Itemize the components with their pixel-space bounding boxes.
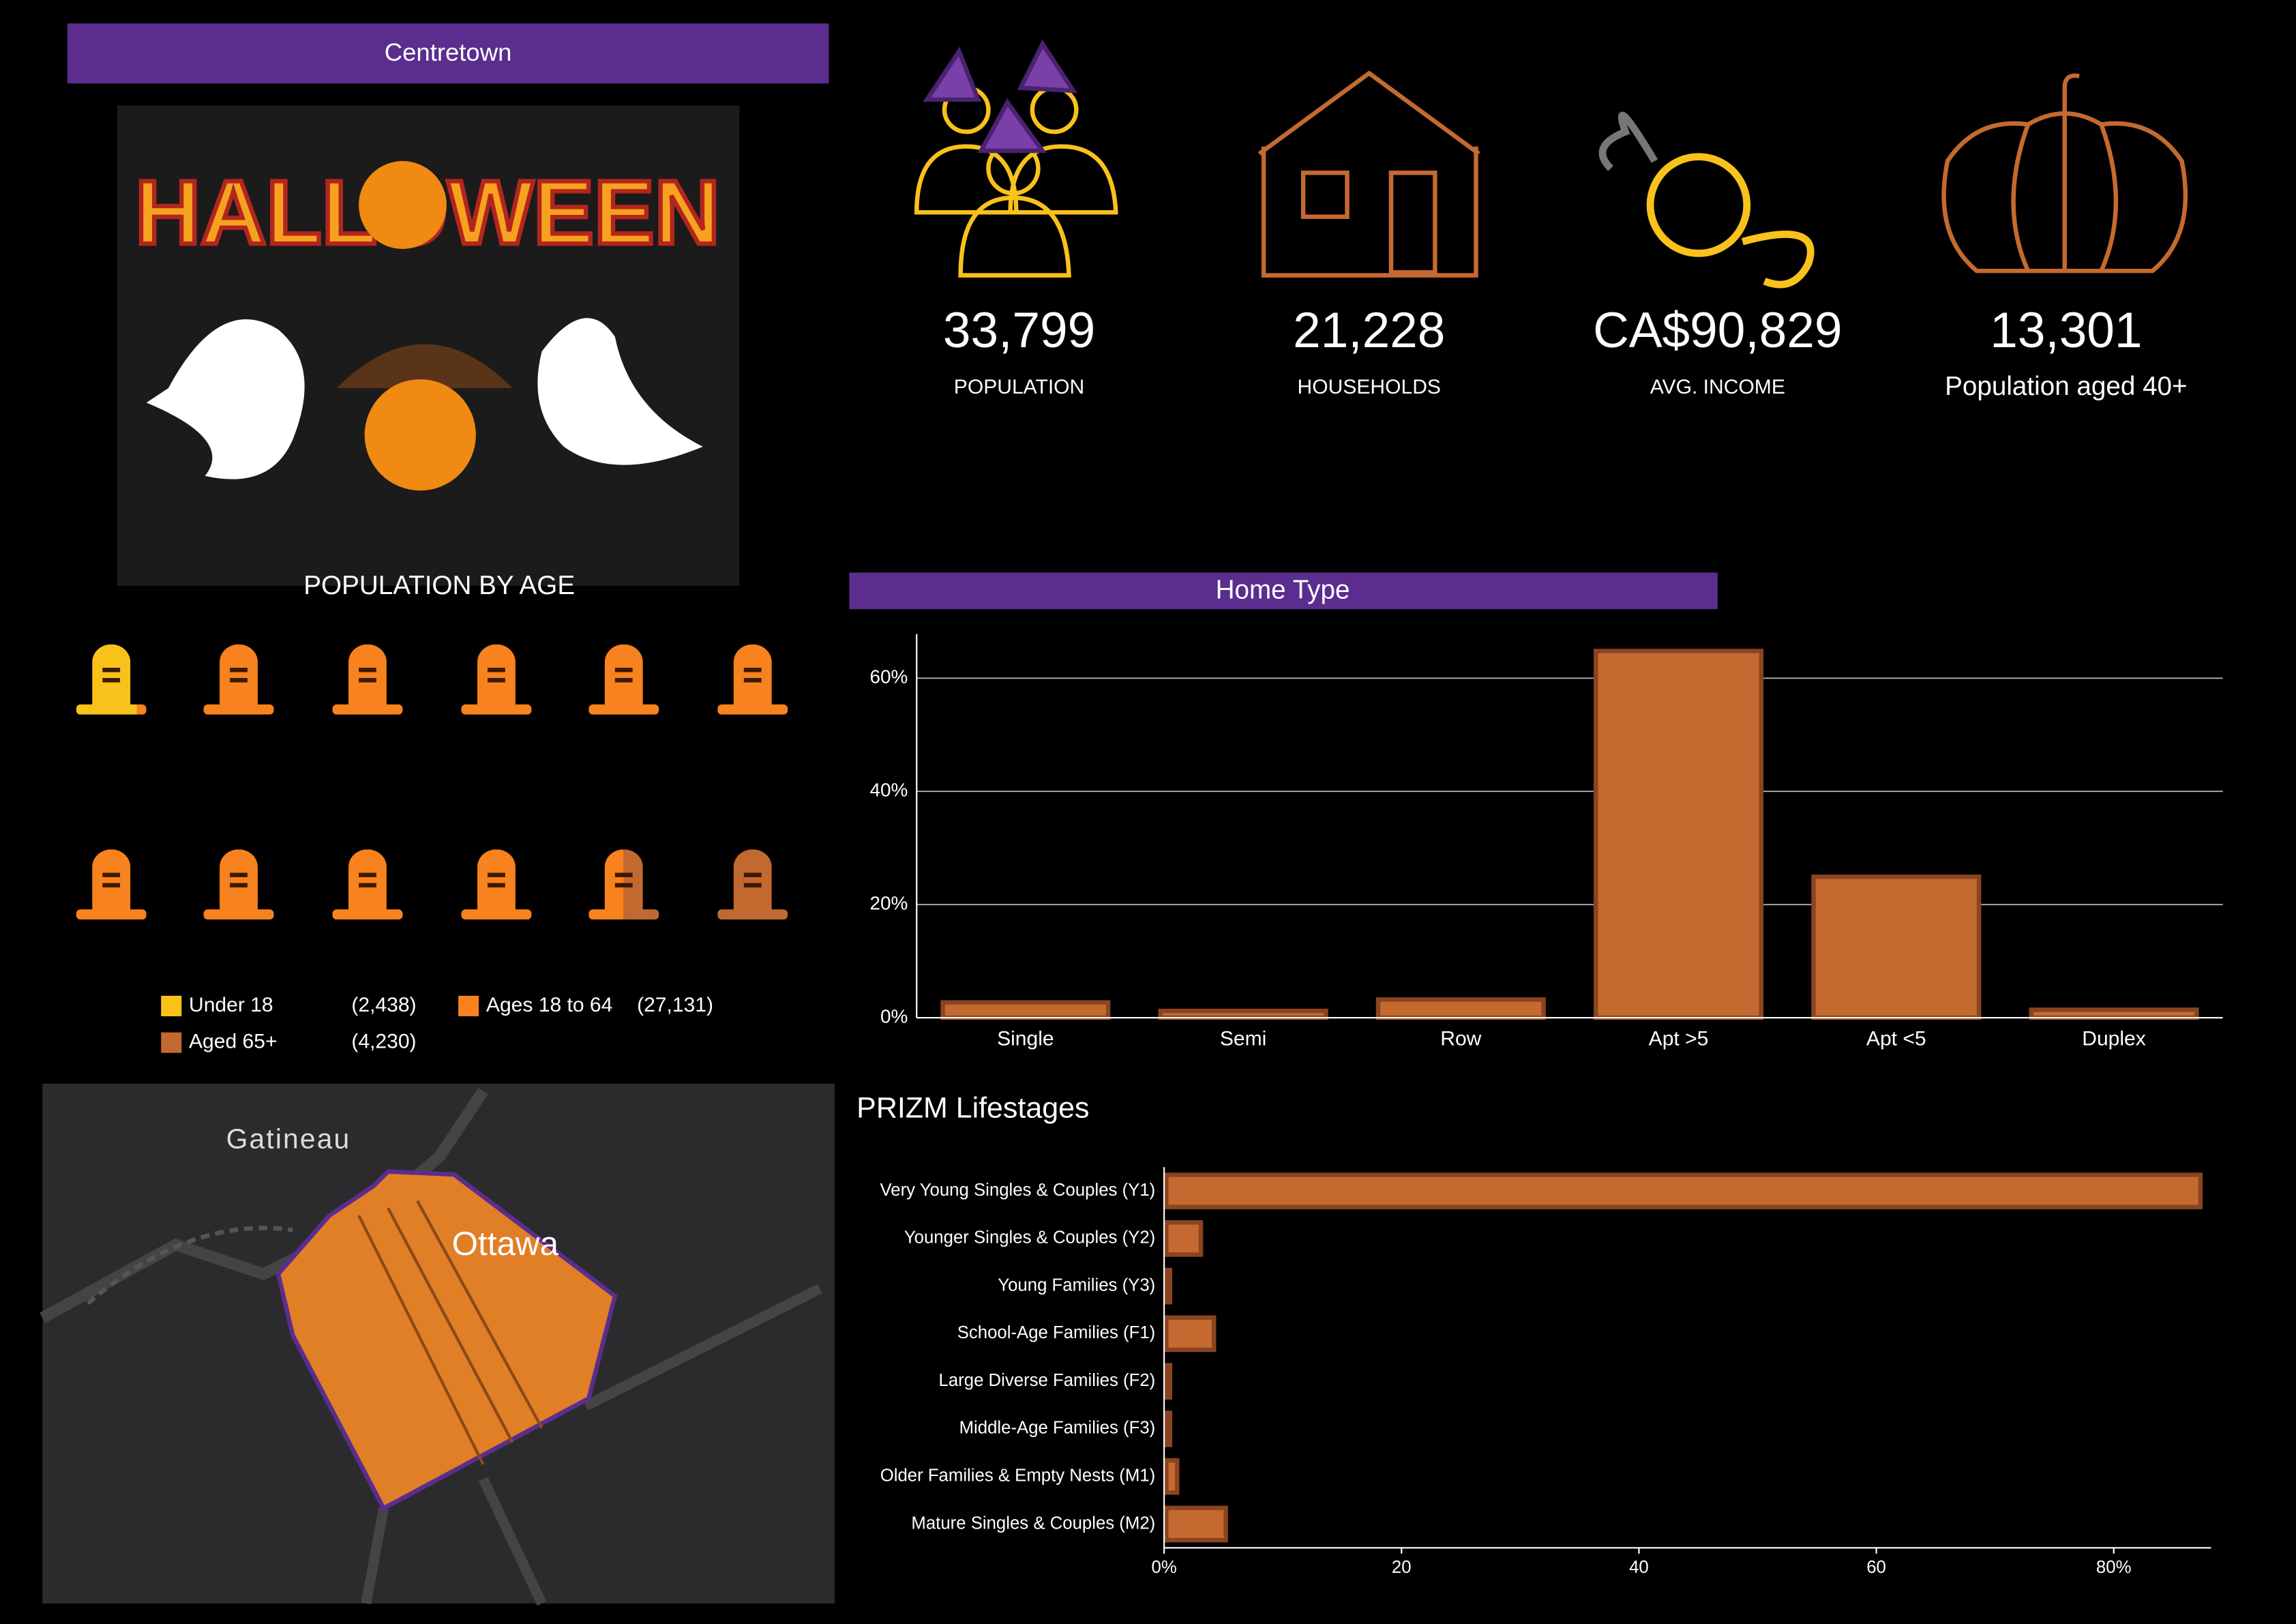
tombstone-line (614, 678, 633, 683)
tombstone-line (102, 883, 121, 888)
tombstone-line (359, 872, 376, 878)
legend-label: Ages 18 to 64 (486, 994, 612, 1016)
tombstone-line (488, 883, 505, 888)
kpi-value: CA$90,829 (1593, 303, 1842, 358)
map-label: Ottawa (452, 1225, 559, 1263)
tombstone-line (488, 872, 505, 878)
tombstone-line (488, 678, 505, 683)
kpis: 33,799 POPULATION 21,228 HOUSEHOLDS CA$90,82… (943, 303, 2188, 401)
bar (1594, 649, 1764, 1020)
bar (1164, 1411, 1173, 1447)
bar (1164, 1458, 1180, 1495)
legend-value: (2,438) (351, 994, 416, 1016)
tombstone-line (102, 678, 121, 683)
x-tick-label: Apt >5 (1649, 1027, 1709, 1050)
tombstone-line (743, 678, 762, 683)
age-title: POPULATION BY AGE (303, 571, 575, 600)
x-tick-label: 0% (1152, 1558, 1177, 1577)
kpi-value: 21,228 (1293, 303, 1445, 358)
y-tick-label: 60% (869, 666, 908, 688)
tombstone-line (614, 668, 633, 673)
legend-swatch (161, 1032, 182, 1053)
chart-header (849, 572, 1718, 610)
header-bar (67, 23, 829, 84)
y-tick-label: Older Families & Empty Nests (M1) (880, 1466, 1156, 1486)
halloween-image: HALLOWEEN (117, 105, 740, 586)
legend-swatch (161, 995, 182, 1017)
tombstone-line (488, 668, 505, 673)
header-title: Centretown (385, 38, 512, 66)
legend-value: (27,131) (637, 994, 713, 1016)
bar (1164, 1363, 1173, 1400)
kpi-label: HOUSEHOLDS (1298, 376, 1441, 398)
tombstone-line (359, 668, 376, 673)
y-tick-label: Very Young Singles & Couples (Y1) (880, 1181, 1156, 1200)
y-tick-label: Large Diverse Families (F2) (939, 1371, 1156, 1390)
x-tick-label: Row (1440, 1027, 1481, 1050)
y-tick-label: 0% (880, 1006, 908, 1027)
bar (1164, 1172, 2203, 1209)
kpi-value: 13,301 (1990, 303, 2142, 358)
y-tick-label: 20% (869, 893, 908, 914)
kpi-icon (914, 39, 2188, 289)
bar (1164, 1267, 1173, 1305)
x-tick-label: Apt <5 (1866, 1027, 1926, 1050)
age-legend: Under 18 (2,438) Ages 18 to 64 (27,131) Aged… (161, 994, 713, 1053)
bar (1375, 997, 1546, 1020)
bar (1164, 1505, 1228, 1543)
x-tick-label: 40 (1629, 1558, 1649, 1577)
tombstone-line (614, 872, 633, 878)
x-tick-label: Semi (1220, 1027, 1266, 1050)
y-tick-label: 40% (869, 780, 908, 801)
y-tick-label: Middle-Age Families (F3) (959, 1419, 1156, 1438)
tombstone-line (230, 678, 248, 683)
tombstone-line (359, 883, 376, 888)
kpi-label: Population aged 40+ (1945, 372, 2187, 401)
tombstone-line (102, 872, 121, 878)
map: Gatineau Ottawa (40, 1083, 835, 1606)
x-tick-label: 60 (1866, 1558, 1886, 1577)
tombstone-line (743, 668, 762, 673)
charts: 0% 20% 40% 60% Single Semi Row Apt >5 Apt <5 Dupl… (869, 634, 2223, 1577)
y-tick-label: Younger Singles & Couples (Y2) (904, 1228, 1155, 1247)
tombstone-line (743, 883, 762, 888)
bar (940, 1000, 1111, 1020)
bar (1158, 1008, 1328, 1020)
map-label: Gatineau (226, 1123, 351, 1154)
legend-label: Under 18 (189, 994, 273, 1016)
tombstone-line (102, 668, 121, 673)
tombstone-line (614, 883, 633, 888)
tombstone-line (230, 668, 248, 673)
chart-title: PRIZM Lifestages (856, 1092, 1089, 1125)
x-tick-label: Single (997, 1027, 1054, 1050)
legend-value: (4,230) (351, 1031, 416, 1053)
bar (1811, 874, 1982, 1020)
tombstone-line (359, 678, 376, 683)
tombstone-line (230, 872, 248, 878)
y-tick-label: School-Age Families (F1) (957, 1323, 1156, 1342)
bar (2029, 1007, 2199, 1020)
kpi-label: POPULATION (954, 376, 1084, 398)
bar (1164, 1220, 1204, 1257)
y-tick-label: Mature Singles & Couples (M2) (911, 1514, 1155, 1533)
chart-title: Home Type (1216, 576, 1350, 605)
kpi-label: AVG. INCOME (1650, 376, 1785, 398)
x-tick-label: 80% (2096, 1558, 2132, 1577)
bar (1164, 1315, 1217, 1353)
x-tick-label: Duplex (2082, 1027, 2146, 1050)
tombstone-line (230, 883, 248, 888)
tombstone-line (743, 872, 762, 878)
x-tick-label: 20 (1392, 1558, 1412, 1577)
legend-swatch (458, 995, 479, 1017)
legend-label: Aged 65+ (189, 1031, 278, 1053)
kpi-value: 33,799 (943, 303, 1095, 358)
y-tick-label: Young Families (Y3) (998, 1275, 1155, 1295)
